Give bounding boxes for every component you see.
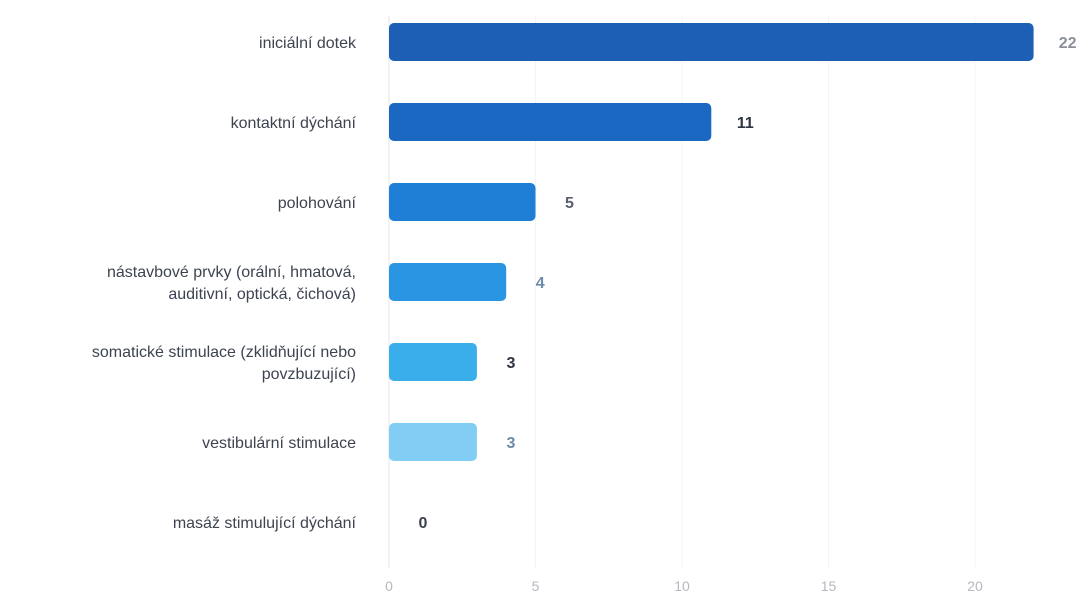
value-label: 0 (419, 515, 428, 532)
bars (389, 23, 1034, 461)
category-label: polohování (278, 195, 357, 212)
category-label: nástavbové prvky (orální, hmatová, auditi… (107, 264, 356, 303)
category-label: masáž stimulující dýchání (173, 515, 357, 532)
bar[interactable] (389, 103, 712, 141)
value-label: 3 (506, 435, 515, 452)
value-label: 11 (737, 115, 754, 132)
category-label: kontaktní dýchání (231, 115, 357, 132)
category-label-line: kontaktní dýchání (231, 115, 357, 132)
category-label-line: polohování (278, 195, 357, 212)
category-label-line: auditivní, optická, čichová) (168, 286, 356, 303)
bar[interactable] (389, 183, 536, 221)
value-label: 3 (506, 355, 515, 372)
x-tick-label: 5 (532, 578, 540, 594)
x-tick-label: 20 (967, 578, 983, 594)
x-axis-ticks: 0 5 10 15 20 (385, 578, 983, 594)
category-label: iniciální dotek (259, 35, 357, 52)
bar[interactable] (389, 423, 477, 461)
x-tick-label: 15 (821, 578, 837, 594)
x-tick-label: 0 (385, 578, 393, 594)
category-label: somatické stimulace (zklidňující nebo pov… (92, 344, 356, 383)
category-label: vestibulární stimulace (202, 435, 356, 452)
category-label-line: iniciální dotek (259, 35, 357, 52)
value-label: 5 (565, 195, 574, 212)
category-label-line: povzbuzující) (262, 366, 356, 383)
value-labels: 22 11 5 4 3 3 0 (419, 35, 1077, 532)
x-tick-label: 10 (674, 578, 690, 594)
bar[interactable] (389, 23, 1034, 61)
bar[interactable] (389, 343, 477, 381)
value-label: 22 (1059, 35, 1077, 52)
category-label-line: masáž stimulující dýchání (173, 515, 357, 532)
category-label-line: somatické stimulace (zklidňující nebo (92, 344, 356, 361)
category-label-line: nástavbové prvky (orální, hmatová, (107, 264, 356, 281)
category-label-line: vestibulární stimulace (202, 435, 356, 452)
bar[interactable] (389, 263, 507, 301)
value-label: 4 (536, 275, 545, 292)
category-labels: iniciální dotek kontaktní dýchání polohová… (92, 35, 357, 532)
